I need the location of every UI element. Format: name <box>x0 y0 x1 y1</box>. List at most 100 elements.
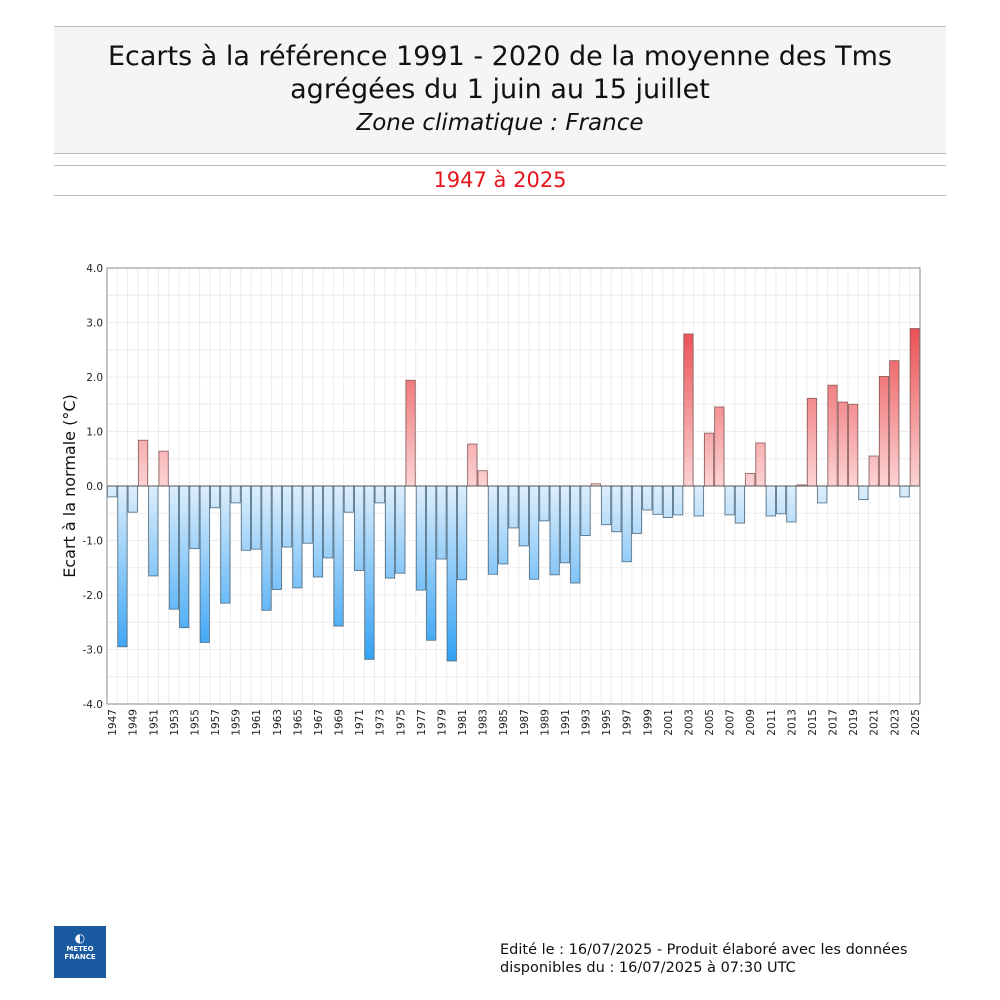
bar-1987 <box>518 485 529 547</box>
bar-1967 <box>312 485 324 578</box>
bar-2025 <box>909 328 920 487</box>
x-tick-label: 1965 <box>292 709 304 736</box>
bar-2016 <box>817 485 828 504</box>
bar-2019 <box>848 403 859 487</box>
bar-2023 <box>889 360 900 487</box>
bar-1986 <box>508 485 519 529</box>
x-tick-label: 1991 <box>560 709 572 736</box>
x-tick-label: 1957 <box>210 709 222 736</box>
x-tick-label: 2025 <box>910 709 922 736</box>
bar-1955 <box>189 485 200 550</box>
bar-2007 <box>724 485 735 516</box>
title-line-2: agrégées du 1 juin au 15 juillet <box>290 74 710 105</box>
bar-1976 <box>405 379 416 487</box>
bar-2024 <box>899 485 910 498</box>
bar-1992 <box>570 485 581 584</box>
y-axis-label: Ecart à la normale (°C) <box>60 394 79 578</box>
bar-1972 <box>364 485 375 660</box>
bar-1970 <box>343 485 354 513</box>
x-tick-label: 1949 <box>128 709 140 736</box>
x-tick-label: 1993 <box>581 709 593 736</box>
bar-1965 <box>292 485 303 589</box>
x-tick-label: 1981 <box>457 709 469 736</box>
bar-2002 <box>673 485 684 516</box>
x-tick-label: 1979 <box>436 709 448 736</box>
bar-2008 <box>734 485 745 524</box>
bar-1953 <box>168 485 179 610</box>
y-tick-label: 4.0 <box>86 263 103 275</box>
bar-1958 <box>220 485 231 604</box>
footer-text: Edité le : 16/07/2025 - Produit élaboré … <box>500 941 907 977</box>
bar-1977 <box>415 485 426 591</box>
bar-1962 <box>261 485 272 611</box>
x-tick-label: 1953 <box>169 709 181 736</box>
bar-2003 <box>683 333 694 487</box>
bar-2017 <box>827 384 838 487</box>
y-tick-label: -1.0 <box>83 536 104 548</box>
bar-2009 <box>745 473 756 487</box>
bar-1966 <box>302 485 313 544</box>
y-tick-label: 2.0 <box>86 372 103 384</box>
bar-1998 <box>631 485 643 534</box>
bar-1991 <box>559 485 571 564</box>
y-tick-label: -3.0 <box>83 645 104 657</box>
bar-1964 <box>282 485 293 548</box>
bar-2010 <box>755 442 766 487</box>
bar-1957 <box>210 485 221 509</box>
bar-2018 <box>837 401 848 487</box>
x-tick-label: 1985 <box>498 709 510 736</box>
x-tick-label: 2013 <box>786 709 798 736</box>
bar-1979 <box>436 485 447 560</box>
meteo-france-logo: ◐ METEO FRANCE <box>54 926 106 978</box>
bar-1954 <box>179 485 190 629</box>
bar-1947 <box>107 485 118 498</box>
bar-2000 <box>652 485 663 515</box>
bar-2015 <box>806 397 817 487</box>
bar-1951 <box>148 485 159 577</box>
footer-line-2: disponibles du : 16/07/2025 à 07:30 UTC <box>500 960 796 976</box>
x-tick-label: 1955 <box>189 709 201 736</box>
x-tick-label: 1987 <box>519 709 531 736</box>
bar-2004 <box>693 485 704 517</box>
bar-1996 <box>611 485 622 533</box>
bar-1961 <box>251 485 262 550</box>
chart-subtitle: Zone climatique : France <box>356 110 644 136</box>
bar-1952 <box>158 450 169 487</box>
bar-1993 <box>580 485 591 536</box>
x-tick-label: 1983 <box>478 709 490 736</box>
x-tick-label: 1975 <box>395 709 407 736</box>
bar-1997 <box>621 485 632 563</box>
bar-1973 <box>374 485 385 504</box>
x-tick-label: 1971 <box>354 709 366 736</box>
bar-1971 <box>354 485 365 571</box>
bar-2011 <box>765 485 776 517</box>
bar-1989 <box>539 485 550 522</box>
bar-1981 <box>456 485 468 581</box>
x-tick-label: 2005 <box>704 709 716 736</box>
y-tick-label: 1.0 <box>86 427 103 439</box>
x-tick-label: 2015 <box>807 709 819 736</box>
bar-1969 <box>333 485 344 627</box>
bar-1990 <box>549 485 560 576</box>
y-tick-label: -2.0 <box>83 590 104 602</box>
bar-2013 <box>786 485 797 523</box>
bar-1949 <box>127 485 138 513</box>
title-line-1: Ecarts à la référence 1991 - 2020 de la … <box>107 41 892 72</box>
x-tick-label: 2007 <box>725 709 737 736</box>
bar-1974 <box>384 485 396 579</box>
plot-frame <box>106 267 921 705</box>
bar-1968 <box>323 485 334 559</box>
bar-2001 <box>662 485 673 519</box>
x-tick-label: 1995 <box>601 709 613 736</box>
bar-1956 <box>199 485 210 643</box>
bar-1963 <box>271 485 282 590</box>
bar-2020 <box>858 485 869 501</box>
y-tick-label: -4.0 <box>83 699 104 711</box>
bar-1995 <box>601 485 612 526</box>
bar-2022 <box>878 376 890 487</box>
footer-line-1: Edité le : 16/07/2025 - Produit élaboré … <box>500 942 908 958</box>
bar-1984 <box>487 485 498 575</box>
bar-1983 <box>477 470 488 487</box>
x-tick-label: 1967 <box>313 709 325 736</box>
